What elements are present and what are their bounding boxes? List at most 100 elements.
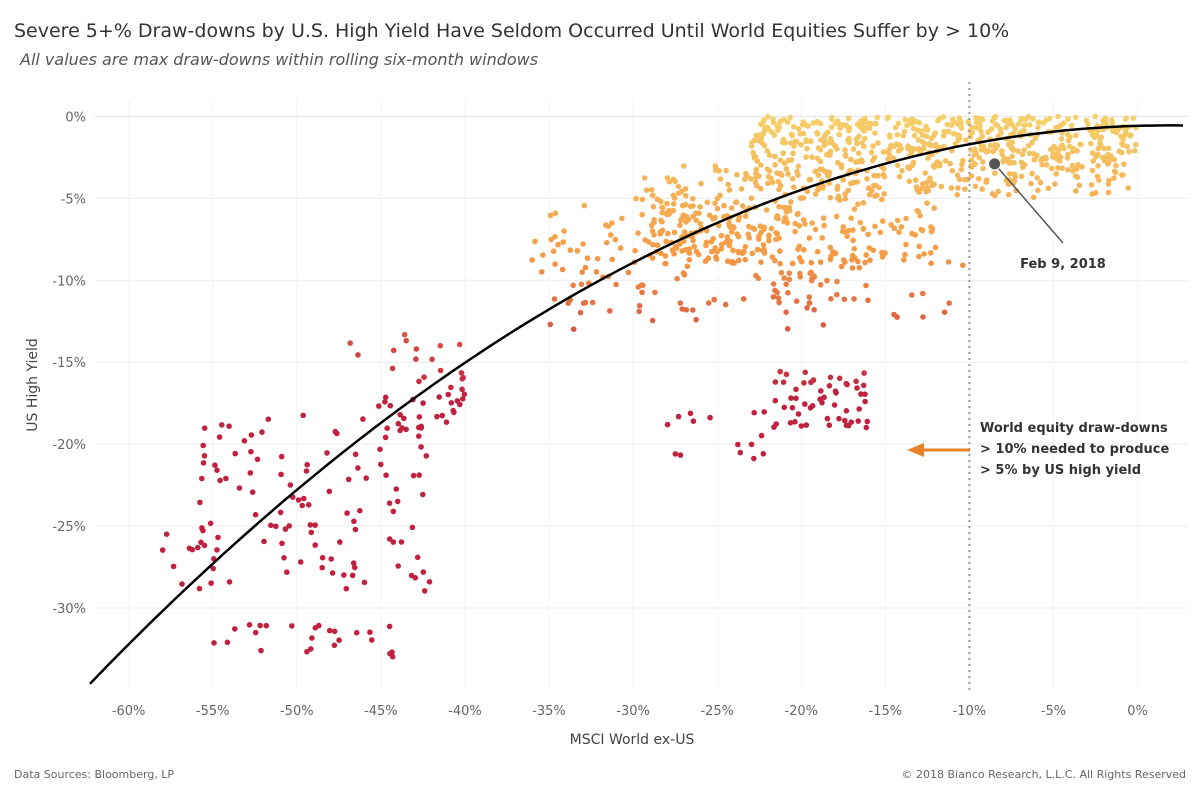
data-point [1093, 132, 1100, 138]
data-point [1067, 134, 1073, 140]
data-point [877, 229, 884, 236]
data-point [764, 166, 771, 172]
data-point [735, 248, 741, 255]
data-point [791, 184, 797, 190]
data-point [384, 425, 391, 432]
data-point [577, 309, 584, 316]
data-point [1028, 180, 1034, 187]
data-point [305, 502, 312, 508]
data-point [775, 178, 782, 185]
data-point [383, 472, 389, 479]
data-point [931, 205, 937, 211]
data-point [387, 650, 393, 657]
data-point [416, 433, 422, 440]
data-point [738, 186, 745, 192]
data-point [758, 259, 764, 266]
callout-arrow-head [907, 443, 924, 457]
data-point [289, 623, 295, 629]
data-point [420, 491, 426, 498]
data-point [804, 145, 810, 152]
data-point [965, 118, 972, 125]
data-point [1093, 154, 1099, 160]
data-point [723, 239, 729, 246]
data-point [1059, 165, 1065, 171]
data-point [855, 258, 861, 265]
data-point [170, 563, 177, 570]
data-point [843, 122, 849, 128]
data-point [774, 127, 781, 133]
data-point [928, 260, 934, 267]
data-point [920, 314, 926, 320]
data-point [345, 476, 352, 483]
data-point [954, 192, 961, 198]
data-point [794, 211, 801, 218]
data-point [828, 296, 834, 302]
data-point [773, 236, 779, 243]
data-point [1043, 162, 1050, 168]
x-tick-label: 0% [1127, 704, 1148, 719]
data-point [781, 160, 788, 166]
data-point [821, 394, 827, 401]
data-point [752, 154, 759, 160]
data-point [671, 229, 678, 236]
data-point [779, 139, 786, 146]
data-point [312, 542, 319, 548]
y-tick-label: -25% [52, 520, 86, 535]
data-point [1127, 133, 1133, 139]
data-point [672, 243, 679, 250]
data-point [841, 257, 847, 263]
data-point [840, 224, 847, 230]
data-point [926, 141, 932, 147]
data-point [960, 262, 966, 269]
data-point [851, 206, 858, 212]
data-point [836, 415, 842, 422]
data-point [540, 252, 546, 258]
data-point [806, 235, 813, 241]
data-point [671, 195, 678, 201]
data-point [278, 453, 285, 460]
data-point [1018, 173, 1025, 180]
data-point [1119, 140, 1125, 147]
data-point [782, 204, 788, 211]
data-point [382, 434, 389, 441]
data-point [919, 132, 926, 138]
data-point [254, 456, 261, 463]
data-point [817, 158, 824, 165]
data-point [777, 368, 783, 375]
data-point [735, 441, 741, 448]
data-point [555, 241, 561, 248]
data-point [650, 241, 656, 248]
data-point [416, 378, 422, 385]
data-point [247, 470, 254, 476]
data-point [1019, 151, 1026, 158]
data-point [619, 215, 625, 222]
data-point [409, 524, 416, 531]
data-point [833, 390, 839, 396]
data-point [683, 307, 690, 313]
data-point [1123, 128, 1129, 134]
data-point [712, 200, 718, 206]
data-point [851, 296, 857, 302]
data-point [226, 579, 233, 585]
data-point [749, 250, 756, 257]
data-point [798, 423, 805, 429]
y-axis-title: US High Yield [25, 338, 41, 432]
data-point [612, 236, 619, 243]
data-point [804, 305, 810, 311]
data-point [578, 281, 585, 288]
data-point [395, 563, 402, 569]
data-point [819, 235, 825, 241]
data-point [773, 421, 779, 427]
data-point [412, 575, 419, 581]
data-point [684, 263, 691, 270]
data-point [395, 420, 402, 427]
data-point [645, 239, 652, 245]
data-point [880, 149, 887, 155]
highlight-label: Feb 9, 2018 [1020, 257, 1106, 272]
data-point [665, 230, 671, 237]
data-point [764, 114, 771, 120]
data-point [778, 269, 785, 276]
data-point [821, 133, 828, 140]
data-point [975, 175, 982, 182]
data-point [854, 385, 860, 391]
